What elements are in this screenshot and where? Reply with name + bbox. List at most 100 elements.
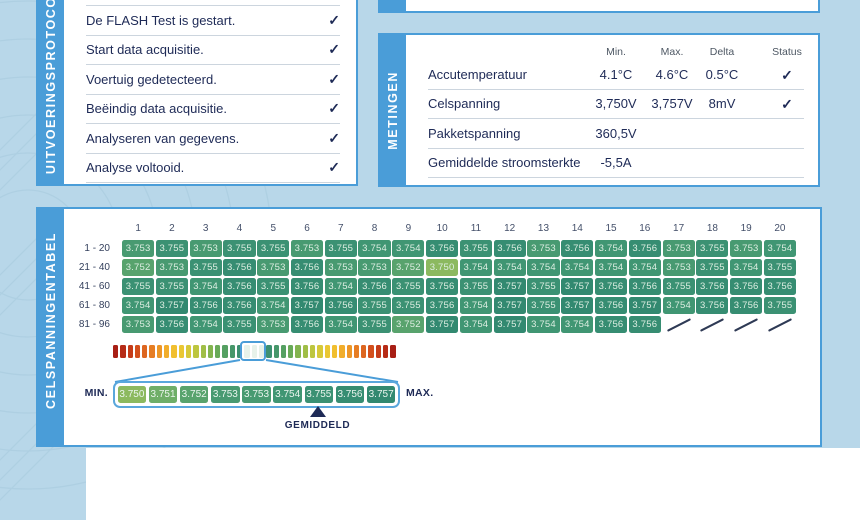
protocol-item-label: Analyse voltooid.: [86, 160, 185, 176]
cell-table-row: 81 - 96 3.753 3.756 3.754 3.755 3.753 3.756 3.7…: [64, 316, 798, 333]
cell-voltage-panel-strip: CELSPANNINGENTABEL: [38, 209, 64, 445]
protocol-panel-strip: UITVOERINGSPROTOCOL: [38, 0, 64, 184]
cell-row-label: 61 - 80: [78, 300, 110, 311]
voltage-cell: 3.757: [561, 278, 594, 295]
voltage-cell: 3.754: [594, 259, 628, 276]
voltage-cell: 3.755: [459, 240, 492, 257]
voltage-cell: 3.752: [392, 259, 425, 276]
voltage-cell: 3.755: [122, 278, 155, 295]
cell-table-row: 1 - 20 3.753 3.755 3.753 3.755 3.755 3.753 3.75…: [64, 240, 798, 257]
protocol-item-label: Beëindig data acquisitie.: [86, 101, 227, 117]
cell-column-number: 15: [605, 222, 617, 234]
check-icon: ✓: [328, 70, 340, 87]
zoom-voltage-cell: 3.752: [179, 385, 209, 404]
voltage-cell: 3.756: [189, 297, 222, 314]
gradient-segment: [310, 345, 316, 358]
voltage-cell: 3.756: [223, 278, 256, 295]
voltage-cell: 3.754: [189, 316, 222, 333]
top-cut-panel-strip: [380, 0, 406, 11]
voltage-cell: 3.754: [628, 259, 661, 276]
protocol-item-label: Voertuig gedetecteerd.: [86, 71, 217, 87]
voltage-cell: 3.756: [426, 297, 459, 314]
voltage-cell: 3.754: [392, 240, 425, 257]
voltage-cell: 3.755: [662, 278, 695, 295]
voltage-cell: 3.757: [561, 297, 594, 314]
gradient-segment: [273, 345, 279, 358]
gradient-segment: [237, 345, 243, 358]
cell-column-number: 3: [202, 222, 209, 234]
cell-column-number: 13: [537, 222, 550, 234]
metingen-row: Pakketspanning 360,5V: [428, 119, 804, 149]
protocol-panel: UITVOERINGSPROTOCOL De FLASH Test is ges…: [36, 0, 358, 186]
empty-cell-slash: [764, 316, 796, 333]
voltage-cell: 3.753: [324, 259, 357, 276]
protocol-item: De FLASH Test is gestart. ✓: [86, 6, 340, 36]
gradient-segment: [251, 345, 257, 358]
metingen-panel-strip: METINGEN: [380, 35, 406, 185]
gradient-segment: [368, 345, 374, 358]
voltage-cell: 3.755: [459, 278, 492, 295]
voltage-cell: 3.754: [122, 297, 155, 314]
zoom-voltage-cell: 3.754: [273, 385, 302, 404]
metingen-value: 3,757V: [651, 96, 693, 112]
col-header-status: Status: [772, 46, 802, 58]
voltage-cell: 3.753: [155, 259, 188, 276]
cell-column-number: 14: [571, 222, 583, 234]
gradient-segment: [229, 345, 236, 358]
zoom-voltage-cell: 3.753: [211, 385, 240, 404]
col-header-max: Max.: [660, 46, 684, 58]
metingen-value: -5,5A: [600, 155, 632, 171]
voltage-cell: 3.752: [392, 316, 425, 333]
voltage-cell: 3.756: [696, 297, 729, 314]
voltage-cell: 3.755: [527, 297, 560, 314]
voltage-cell: 3.755: [223, 316, 256, 333]
gradient-segment: [178, 345, 184, 358]
voltage-cell: 3.753: [257, 259, 290, 276]
metingen-value: 8mV: [708, 96, 736, 112]
voltage-cell: 3.756: [628, 316, 661, 333]
voltage-cell: 3.755: [392, 297, 425, 314]
metingen-row-label: Celspanning: [428, 96, 501, 112]
slash-icon: [734, 317, 759, 332]
voltage-cell: 3.753: [122, 316, 155, 333]
check-icon: ✓: [781, 66, 793, 83]
voltage-cell: 3.756: [594, 278, 628, 295]
protocol-panel-title: UITVOERINGSPROTOCOL: [44, 0, 58, 174]
cell-column-number: 11: [470, 222, 482, 234]
check-icon: ✓: [328, 159, 340, 176]
check-icon: ✓: [328, 41, 340, 58]
voltage-cell: 3.757: [628, 297, 661, 314]
metingen-value: 0.5°C: [705, 66, 739, 82]
gradient-segment: [142, 345, 148, 358]
gradient-segment: [302, 345, 309, 358]
voltage-cell: 3.754: [459, 297, 492, 314]
metingen-value: 360,5V: [595, 125, 637, 141]
gradient-segment: [244, 345, 250, 358]
gradient-segment: [171, 345, 177, 358]
voltage-cell: 3.754: [358, 240, 391, 257]
protocol-item-label: Analyseren van gegevens.: [86, 130, 240, 146]
cell-column-number: 8: [371, 222, 378, 234]
voltage-cell: 3.754: [561, 316, 594, 333]
voltage-cell: 3.755: [223, 240, 256, 257]
cell-column-number: 17: [673, 222, 685, 234]
metingen-value: 4.6°C: [655, 66, 689, 82]
voltage-cell: 3.755: [257, 278, 290, 295]
cell-column-number: 7: [338, 222, 344, 234]
col-header-delta: Delta: [709, 46, 735, 58]
metingen-row: Celspanning 3,750V 3,757V 8mV ✓: [428, 90, 804, 120]
zoom-connector-lines: [114, 359, 399, 383]
voltage-cell: 3.756: [290, 278, 324, 295]
check-icon: ✓: [328, 100, 340, 117]
cell-table-row: 21 - 40 3.752 3.753 3.755 3.756 3.753 3.756 3.7…: [64, 259, 798, 276]
gradient-segment: [280, 345, 287, 358]
voltage-cell: 3.756: [223, 259, 256, 276]
voltage-cell: 3.757: [290, 297, 324, 314]
cell-row-label: 81 - 96: [78, 319, 110, 330]
bottom-white-area: [86, 448, 860, 520]
empty-cell-slash: [730, 316, 762, 333]
gradient-segment: [134, 345, 141, 358]
gradient-segment: [375, 345, 381, 358]
voltage-cell: 3.755: [358, 297, 391, 314]
